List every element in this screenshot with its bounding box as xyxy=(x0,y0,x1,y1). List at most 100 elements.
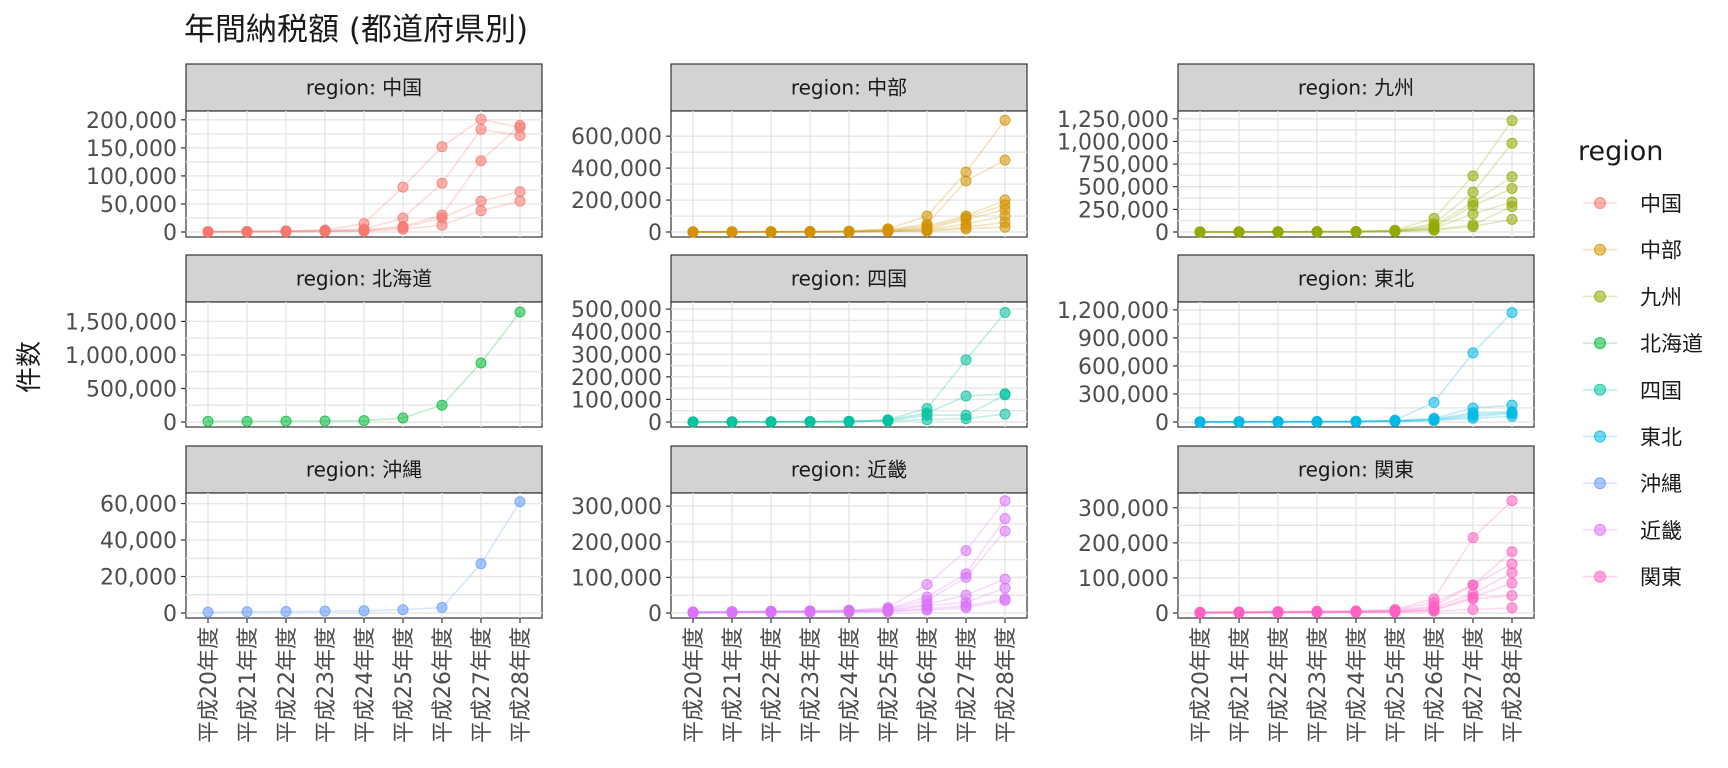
facet-strip-label: region: 中国 xyxy=(306,76,422,100)
data-point xyxy=(765,226,777,238)
legend-key-point xyxy=(1594,290,1606,303)
data-point xyxy=(319,605,331,617)
data-point xyxy=(999,595,1011,607)
data-point xyxy=(921,604,933,616)
x-tick-label: 平成21年度 xyxy=(236,627,261,743)
y-tick-label: 0 xyxy=(1155,221,1169,246)
x-tick-label: 平成27年度 xyxy=(955,627,980,743)
y-tick-label: 200,000 xyxy=(1078,532,1169,557)
data-point xyxy=(1272,226,1284,238)
panel-東北: region: 東北 0 300,000 600,000 900,000 1,200,00… xyxy=(1057,254,1535,436)
data-point xyxy=(1233,416,1245,428)
legend-key-point xyxy=(1594,430,1606,443)
y-axis-label: 件数 xyxy=(15,341,45,393)
x-tick-label: 平成26年度 xyxy=(431,627,456,743)
data-point xyxy=(1233,607,1245,619)
y-tick-label: 0 xyxy=(163,221,177,246)
data-point xyxy=(687,226,699,238)
data-point xyxy=(514,306,526,318)
data-point xyxy=(1272,416,1284,428)
data-point xyxy=(1428,605,1440,617)
facet-strip xyxy=(185,254,543,303)
legend-title: region xyxy=(1578,136,1663,167)
data-point xyxy=(687,416,699,428)
y-tick-label: 40,000 xyxy=(100,529,177,554)
data-point xyxy=(882,415,894,427)
data-point xyxy=(1467,186,1479,198)
legend-item-沖縄: 沖縄 xyxy=(1583,472,1682,496)
data-point xyxy=(1428,415,1440,427)
legend-label: 北海道 xyxy=(1640,332,1703,356)
y-tick-label: 0 xyxy=(648,221,662,246)
y-tick-label: 200,000 xyxy=(86,109,177,134)
legend-label: 東北 xyxy=(1640,426,1682,450)
data-point xyxy=(280,225,292,237)
legend-item-中部: 中部 xyxy=(1583,239,1682,263)
data-point xyxy=(1506,213,1518,225)
data-point xyxy=(436,177,448,189)
x-tick-label: 平成20年度 xyxy=(197,627,222,743)
legend-key-point xyxy=(1594,337,1606,350)
y-tick-label: 300,000 xyxy=(1078,383,1169,408)
x-tick-label: 平成25年度 xyxy=(877,627,902,743)
facet-strip-label: region: 四国 xyxy=(791,267,907,291)
data-point xyxy=(1506,201,1518,213)
data-point xyxy=(1506,137,1518,149)
data-point xyxy=(960,602,972,614)
panel-四国: region: 四国 0100,000200,000300,000400,0005… xyxy=(571,254,1028,436)
data-point xyxy=(1428,396,1440,408)
x-tick-label: 平成22年度 xyxy=(760,627,785,743)
legend-key-point xyxy=(1594,243,1606,256)
data-point xyxy=(960,175,972,187)
x-tick-label: 平成28年度 xyxy=(509,627,534,743)
data-point xyxy=(1506,589,1518,601)
data-point xyxy=(726,607,738,619)
facet-strip-label: region: 関東 xyxy=(1298,458,1414,482)
data-point xyxy=(241,606,253,618)
data-point xyxy=(358,224,370,236)
legend-label: 関東 xyxy=(1640,566,1682,590)
legend-item-東北: 東北 xyxy=(1583,426,1682,450)
y-tick-label: 100,000 xyxy=(86,165,177,190)
data-point xyxy=(514,119,526,131)
legend-label: 中部 xyxy=(1640,239,1682,263)
facet-strip xyxy=(670,63,1028,112)
y-tick-label: 400,000 xyxy=(571,157,662,182)
data-point xyxy=(999,154,1011,166)
x-tick-label: 平成27年度 xyxy=(1462,627,1487,743)
y-tick-label: 200,000 xyxy=(571,531,662,556)
y-tick-label: 100,000 xyxy=(571,388,662,413)
y-tick-label: 500,000 xyxy=(86,377,177,402)
data-point xyxy=(1272,607,1284,619)
data-point xyxy=(1506,183,1518,195)
y-tick-label: 50,000 xyxy=(100,193,177,218)
data-point xyxy=(436,602,448,614)
x-tick-label: 平成23年度 xyxy=(1306,627,1331,743)
data-point xyxy=(765,606,777,618)
data-point xyxy=(1506,546,1518,558)
legend-key-point xyxy=(1594,197,1606,209)
legend-key-point xyxy=(1594,523,1606,536)
y-tick-label: 1,000,000 xyxy=(1057,130,1169,155)
x-tick-label: 平成24年度 xyxy=(353,627,378,743)
data-point xyxy=(1506,171,1518,183)
data-point xyxy=(1389,415,1401,427)
data-point xyxy=(514,496,526,508)
data-point xyxy=(475,155,487,167)
data-point xyxy=(1311,416,1323,428)
x-tick-label: 平成26年度 xyxy=(916,627,941,743)
x-tick-label: 平成27年度 xyxy=(470,627,495,743)
data-point xyxy=(397,412,409,424)
facet-strip xyxy=(185,445,543,494)
data-point xyxy=(960,571,972,583)
data-point xyxy=(1506,602,1518,614)
facet-strip xyxy=(185,63,543,112)
data-point xyxy=(358,415,370,427)
facet-strip-label: region: 北海道 xyxy=(296,267,432,291)
data-point xyxy=(358,605,370,617)
x-tick-label: 平成22年度 xyxy=(275,627,300,743)
panel-中国: region: 中国 0 50,000 100,000 150,000 200,000 xyxy=(86,63,543,246)
data-point xyxy=(1467,412,1479,424)
data-point xyxy=(687,607,699,619)
y-tick-label: 100,000 xyxy=(571,566,662,591)
